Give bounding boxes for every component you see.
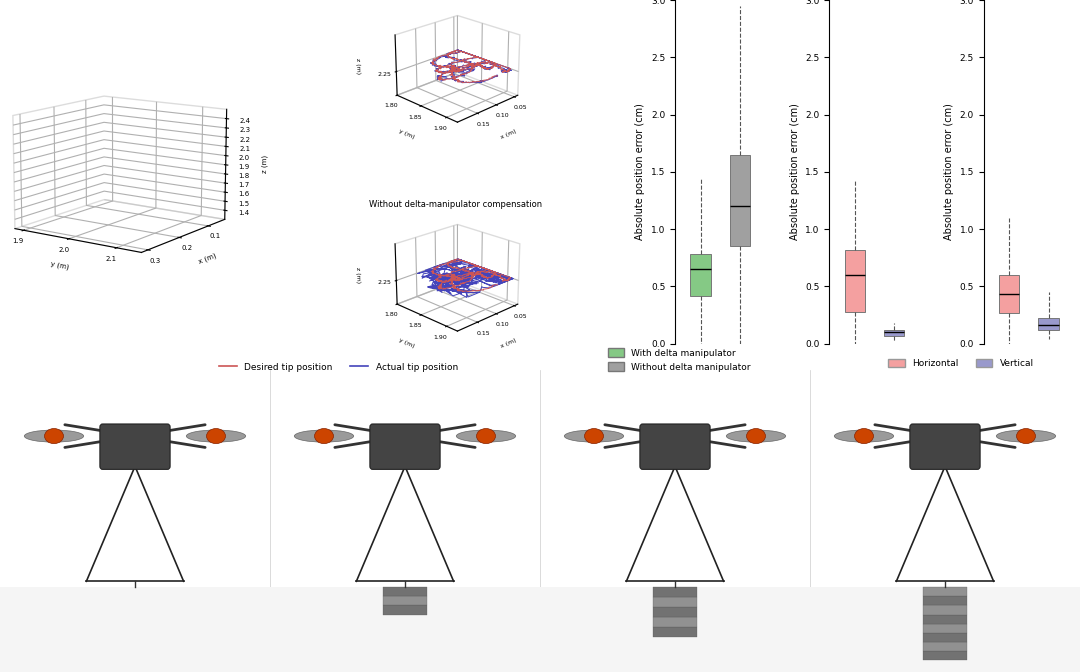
Y-axis label: y (m): y (m) [399, 129, 416, 140]
Bar [653, 607, 697, 618]
Legend: Desired tip position, Actual tip position: Desired tip position, Actual tip positio… [215, 359, 461, 375]
Y-axis label: y (m): y (m) [399, 337, 416, 349]
Ellipse shape [476, 429, 496, 444]
Bar [653, 618, 697, 627]
Bar [653, 627, 697, 637]
Title: Without delta-manipulator compensation: Without delta-manipulator compensation [369, 200, 542, 209]
Bar [383, 605, 427, 614]
Ellipse shape [1016, 429, 1036, 444]
PathPatch shape [999, 275, 1020, 312]
Legend: Horizontal, Vertical: Horizontal, Vertical [885, 355, 1038, 372]
Bar [923, 614, 967, 624]
Ellipse shape [24, 430, 84, 442]
PathPatch shape [885, 330, 904, 336]
Bar [383, 587, 427, 596]
Ellipse shape [854, 429, 874, 444]
Legend: With delta manipulator, Without delta manipulator: With delta manipulator, Without delta ma… [604, 345, 754, 375]
Y-axis label: Absolute position error (cm): Absolute position error (cm) [635, 103, 646, 241]
PathPatch shape [845, 250, 865, 312]
Ellipse shape [314, 429, 334, 444]
Bar [923, 650, 967, 660]
Bar [923, 642, 967, 650]
Bar [923, 605, 967, 614]
Ellipse shape [834, 430, 894, 442]
X-axis label: x (m): x (m) [500, 129, 516, 140]
Y-axis label: Absolute position error (cm): Absolute position error (cm) [789, 103, 799, 241]
Bar [923, 624, 967, 632]
FancyBboxPatch shape [639, 424, 711, 469]
Bar [923, 587, 967, 596]
Ellipse shape [44, 429, 64, 444]
Ellipse shape [206, 429, 226, 444]
Y-axis label: x (m): x (m) [198, 252, 217, 265]
Ellipse shape [746, 429, 766, 444]
X-axis label: x (m): x (m) [500, 337, 516, 349]
Bar [923, 596, 967, 605]
Bar [0, 587, 1080, 672]
Bar [653, 587, 697, 597]
Bar [923, 632, 967, 642]
PathPatch shape [730, 155, 751, 247]
Y-axis label: Absolute position error (cm): Absolute position error (cm) [944, 103, 954, 241]
Bar [383, 596, 427, 605]
PathPatch shape [1038, 319, 1058, 330]
Ellipse shape [294, 430, 354, 442]
FancyBboxPatch shape [369, 424, 441, 469]
Ellipse shape [996, 430, 1056, 442]
FancyBboxPatch shape [909, 424, 981, 469]
Bar [653, 597, 697, 607]
PathPatch shape [690, 254, 711, 296]
Ellipse shape [457, 430, 516, 442]
Ellipse shape [564, 430, 624, 442]
X-axis label: y (m): y (m) [50, 261, 69, 271]
Ellipse shape [584, 429, 604, 444]
Ellipse shape [187, 430, 246, 442]
FancyBboxPatch shape [100, 424, 171, 469]
Ellipse shape [726, 430, 786, 442]
